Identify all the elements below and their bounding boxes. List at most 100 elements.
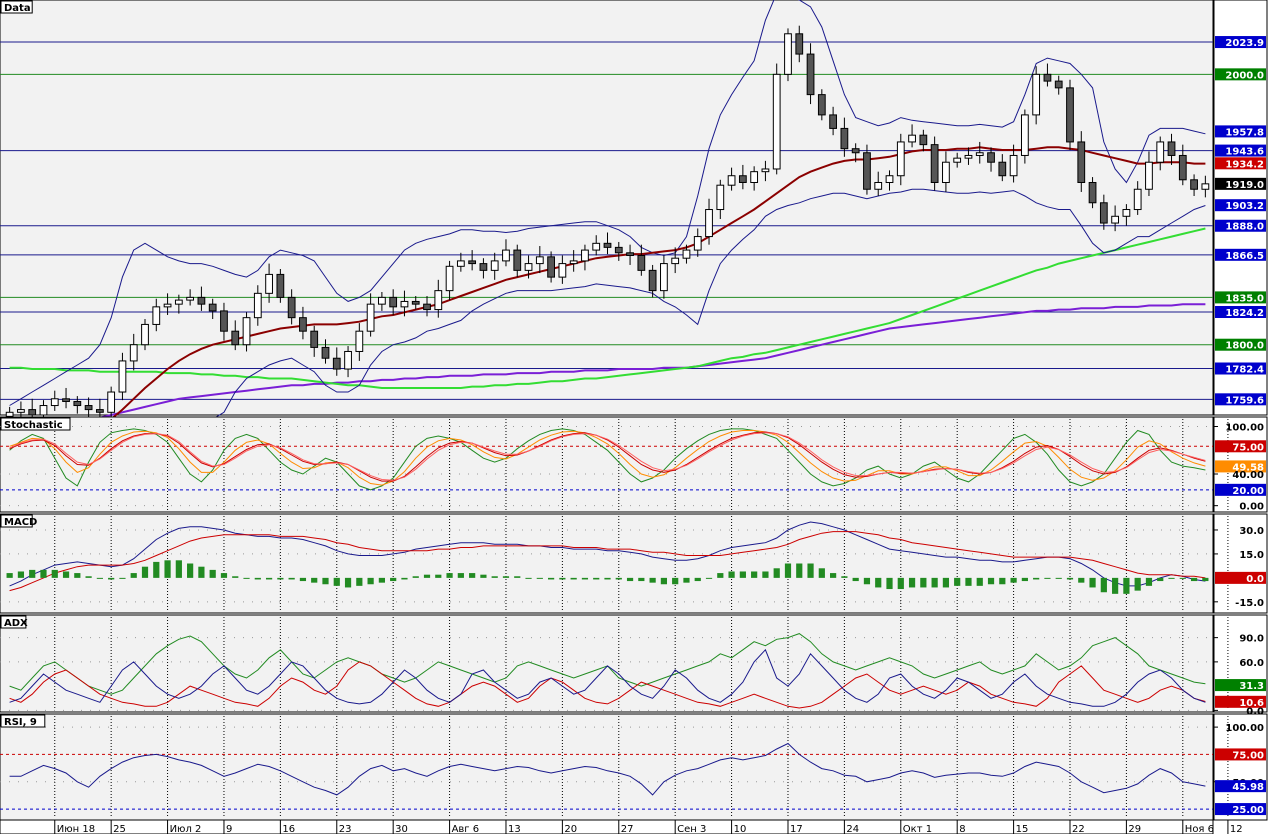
candle-body [581,249,589,262]
series-line-1 [9,531,1206,592]
histogram-bar [108,577,115,580]
candle-body [716,184,725,211]
price-tag [1215,338,1266,351]
histogram-bar [40,569,47,578]
panel-title-box [0,0,33,14]
price-tag [1215,483,1266,496]
y-tick-label: 1903.2 [1225,201,1264,212]
histogram-bar [863,577,871,585]
histogram-bar [502,576,510,578]
price-tag [1215,571,1266,584]
candle-body [513,249,522,271]
x-tick-label: Июн 18 [57,824,95,834]
y-tick-label: 90.0 [1239,634,1264,645]
candle-body [468,260,477,265]
histogram-bar [277,577,284,580]
plot-area [0,614,1214,713]
candle-body [750,171,759,183]
candle-body [332,357,341,370]
histogram-bar [119,577,126,579]
candle-body [1156,141,1165,163]
histogram-bar [638,577,645,582]
panel-title-box [0,417,71,431]
y-tick-label: 49.58 [1232,462,1264,473]
candle-body [355,330,364,352]
histogram-bar [875,577,882,588]
y-axis-area [1213,513,1268,614]
x-tick-label: 8 [959,824,965,834]
histogram-bar [220,573,228,578]
histogram-bar [683,577,690,583]
histogram-bar [1055,577,1062,579]
candle-body [287,296,296,319]
histogram-bar [1078,577,1085,583]
y-tick-label: 25.00 [1232,805,1264,816]
candle-body [524,263,533,271]
candle-body [299,317,307,332]
x-tick-label: 25 [113,824,126,834]
histogram-bar [130,573,137,578]
candle-body [84,405,93,411]
histogram-bar [536,577,543,579]
y-tick-label: 2000.0 [1225,70,1264,81]
candle-body [1201,183,1210,190]
panel-title: Stochastic [4,420,63,431]
histogram-bar [660,577,668,585]
x-tick-label: Ноя 6 [1185,824,1214,834]
histogram-bar [818,568,825,578]
histogram-bar [1033,577,1040,580]
histogram-bar [1010,577,1017,583]
panel-title: ADX [4,618,28,629]
candle-body [107,391,116,413]
candle-body [547,256,555,278]
candle-body [885,175,894,183]
x-tick-label: 9 [226,824,232,834]
series-line-1 [9,661,1206,709]
x-tick-label: 29 [1128,824,1141,834]
y-tick-label: 1919.0 [1225,180,1264,191]
x-tick-label: 20 [564,824,577,834]
x-tick-label: Окт 1 [903,824,932,834]
histogram-bar [367,577,374,585]
panel-title-box [0,514,33,528]
histogram-bar [6,573,13,578]
x-tick-label: Сен 3 [677,824,706,834]
candle-body [648,269,657,292]
y-tick-label: 75.00 [1232,750,1264,761]
candle-body [851,148,860,154]
histogram-bar [254,577,261,580]
candle-body [908,134,916,143]
candle-body [1111,215,1120,224]
x-tick-label: 23 [339,824,352,834]
y-tick-label: 15.0 [1239,550,1264,561]
panel-title-box [0,714,46,728]
histogram-bar [976,577,983,586]
histogram-bar [807,563,814,578]
candle-body [558,263,567,278]
y-tick-label: 10.6 [1239,698,1264,709]
y-tick-label: 45.98 [1232,782,1264,793]
candle-body [1190,179,1198,190]
y-tick-label: 2023.9 [1225,38,1264,49]
histogram-bar [1044,577,1051,579]
histogram-bar [559,577,566,580]
candle-body [1066,87,1074,143]
histogram-bar [164,560,171,578]
histogram-bar [175,560,182,578]
candle-body [141,323,149,346]
candle-body [1088,181,1097,204]
histogram-bar [390,577,397,582]
histogram-bar [423,574,431,578]
histogram-bar [954,577,961,586]
candle-body [186,296,195,301]
candle-body [998,161,1007,177]
candle-body [626,252,634,256]
histogram-bar [356,577,363,586]
candle-body [1077,141,1086,183]
price-tag [1215,291,1266,304]
histogram-bar [288,577,295,580]
histogram-bar [412,576,419,578]
x-axis: Июн 18 25 Июл 2 9 16 23 30 Авг 6 13 20 27 Сен 3 10 17… [0,819,1243,835]
candle-body [592,242,601,251]
